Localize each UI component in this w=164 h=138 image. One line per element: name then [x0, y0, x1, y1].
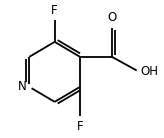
Text: F: F [51, 4, 58, 17]
Text: N: N [18, 80, 27, 93]
Text: OH: OH [141, 65, 159, 78]
Text: F: F [77, 120, 83, 133]
Text: O: O [107, 11, 117, 24]
